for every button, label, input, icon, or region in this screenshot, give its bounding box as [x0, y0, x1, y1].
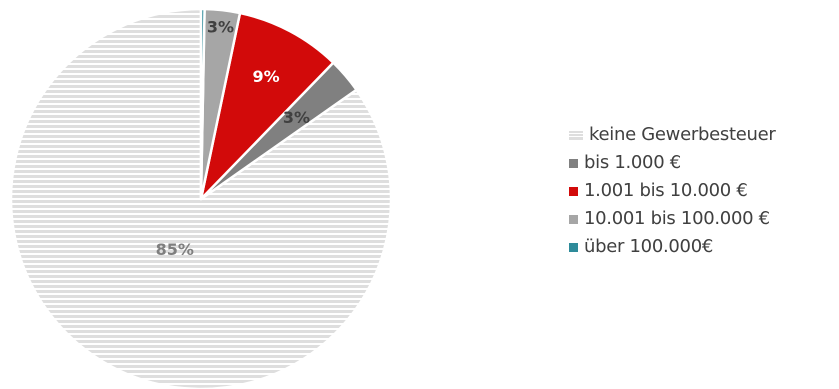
slice-label-0: 85%: [156, 240, 194, 259]
legend-swatch: [569, 186, 578, 196]
legend-item-1: bis 1.000 €: [569, 149, 775, 177]
slice-label-2: 9%: [253, 67, 280, 86]
legend-swatch: [569, 242, 578, 252]
slice-label-3: 3%: [207, 18, 234, 37]
legend-item-3: 10.001 bis 100.000 €: [569, 205, 775, 233]
legend-label: bis 1.000 €: [584, 152, 681, 173]
legend-swatch: [569, 130, 583, 140]
pie-slice-4: [199, 7, 206, 201]
legend-swatch: [569, 158, 578, 168]
legend-label: keine Gewerbesteuer: [589, 124, 776, 145]
legend-label: 10.001 bis 100.000 €: [584, 208, 770, 229]
legend-item-0: keine Gewerbesteuer: [569, 121, 776, 149]
legend-item-4: über 100.000€: [569, 233, 775, 261]
pie-slice-0: [9, 7, 393, 389]
legend-item-2: 1.001 bis 10.000 €: [569, 177, 775, 205]
legend-label: über 100.000€: [584, 236, 714, 257]
pie-slice-2: [199, 11, 335, 201]
chart-legend: keine Gewerbesteuer bis 1.000 € 1.001 bis …: [569, 121, 776, 261]
pie-chart: 85% 3% 9% 3%: [9, 7, 393, 389]
legend-swatch: [569, 214, 578, 224]
legend-label: 1.001 bis 10.000 €: [584, 180, 748, 201]
slice-label-1: 3%: [283, 108, 310, 127]
